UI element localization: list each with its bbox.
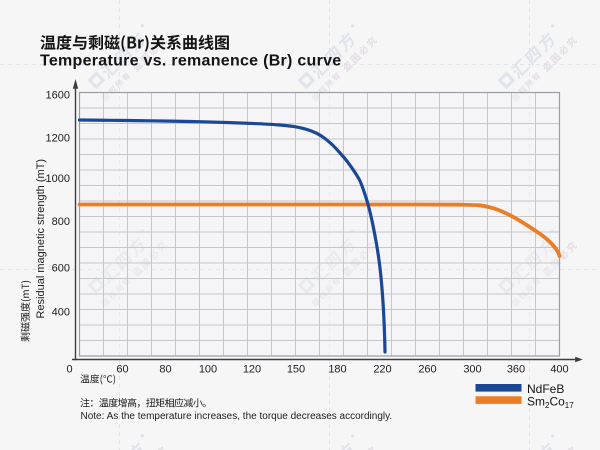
svg-text:1200: 1200 xyxy=(46,133,70,145)
svg-text:800: 800 xyxy=(52,216,70,228)
svg-text:100: 100 xyxy=(199,364,217,376)
svg-text:180: 180 xyxy=(328,364,346,376)
svg-text:400: 400 xyxy=(52,307,70,319)
svg-text:360: 360 xyxy=(507,364,525,376)
svg-text:600: 600 xyxy=(52,263,70,275)
svg-text:120: 120 xyxy=(243,364,261,376)
svg-text:400: 400 xyxy=(550,364,568,376)
svg-text:80: 80 xyxy=(159,364,171,376)
svg-text:260: 260 xyxy=(418,364,436,376)
svg-text:300: 300 xyxy=(463,364,481,376)
svg-text:Sm2Co17: Sm2Co17 xyxy=(527,395,574,411)
svg-text:1000: 1000 xyxy=(46,173,70,185)
svg-text:Note: As the temperature incre: Note: As the temperature increases, the … xyxy=(81,411,393,422)
svg-text:Residual magnetic strength (mT: Residual magnetic strength (mT) xyxy=(35,159,47,319)
svg-text:1600: 1600 xyxy=(46,90,70,102)
svg-text:Temperature vs. remanence (Br): Temperature vs. remanence (Br) curve xyxy=(40,53,341,70)
svg-text:150: 150 xyxy=(287,364,305,376)
svg-text:220: 220 xyxy=(373,364,391,376)
svg-text:NdFeB: NdFeB xyxy=(527,382,564,396)
svg-text:0: 0 xyxy=(66,364,72,376)
svg-text:60: 60 xyxy=(116,364,128,376)
